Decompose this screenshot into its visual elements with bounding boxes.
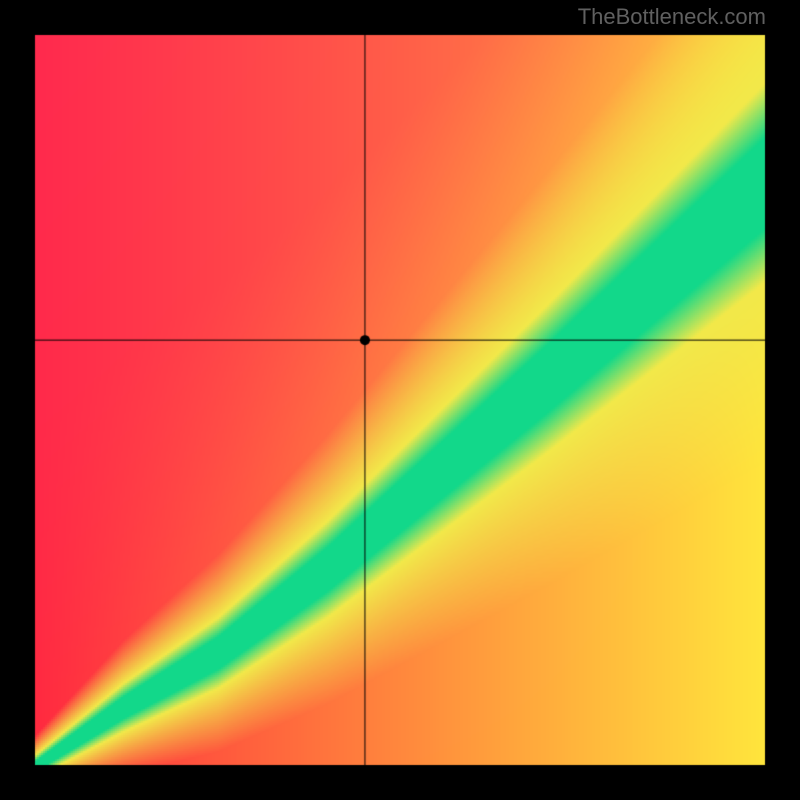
chart-container: TheBottleneck.com (0, 0, 800, 800)
watermark-text: TheBottleneck.com (578, 4, 766, 30)
heatmap-canvas (0, 0, 800, 800)
